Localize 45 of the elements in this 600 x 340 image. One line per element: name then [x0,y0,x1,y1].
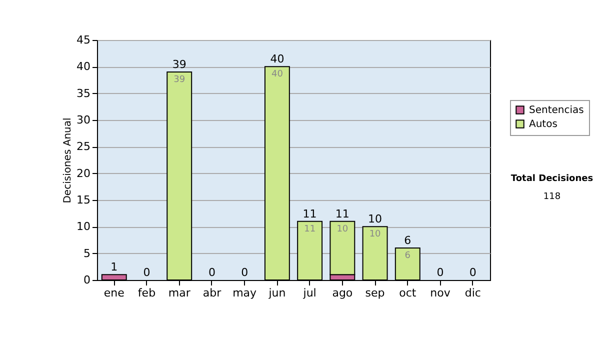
total-label: 11 [302,207,317,220]
x-tick-label: sep [365,286,385,300]
total-label: 6 [404,234,412,247]
y-tick-label: 30 [76,114,90,126]
x-tick-label: ago [332,286,353,300]
x-tick-label: abr [202,286,222,300]
data-label: 39 [174,75,186,85]
y-tick-label: 40 [76,60,90,74]
x-tick-label: dic [464,286,481,300]
text: 118 [543,192,561,202]
x-tick-label: mar [168,286,191,300]
total-label: 40 [270,52,284,66]
x-tick-label: ene [104,286,125,300]
data-label: 40 [271,70,284,80]
y-tick-label: 35 [76,86,90,100]
legend-label: Autos [529,119,558,130]
y-tick-label: 10 [76,220,90,234]
text: Total Decisiones [510,174,594,184]
x-tick-label: nov [430,286,451,300]
y-axis-title: Decisiones Anual [62,118,74,204]
data-label: 6 [404,251,411,261]
total-label: 0 [469,266,476,279]
x-tick-label: jun [268,286,286,300]
total-label: 11 [335,207,350,220]
x-tick-label: feb [138,286,156,300]
total-label: 0 [241,266,248,279]
y-tick-label: 25 [76,140,90,154]
y-tick-label: 15 [76,194,90,206]
x-tick-label: may [232,286,258,300]
x-tick-label: jul [302,286,316,300]
total-label: 0 [436,266,444,279]
data-label: 10 [369,230,382,240]
total-label: 0 [208,266,216,279]
y-tick-label: 45 [76,34,90,46]
total-label: 10 [368,212,382,226]
data-label: 11 [304,224,316,234]
total-label: 1 [110,260,118,274]
total-label: 0 [143,266,150,279]
data-label: 10 [336,224,348,234]
y-tick-label: 20 [76,166,90,180]
x-tick-label: oct [399,286,417,300]
total-label: 39 [172,58,186,71]
y-tick-label: 0 [84,274,90,286]
y-tick-label: 5 [84,246,90,260]
legend-label: Sentencias [529,105,584,116]
